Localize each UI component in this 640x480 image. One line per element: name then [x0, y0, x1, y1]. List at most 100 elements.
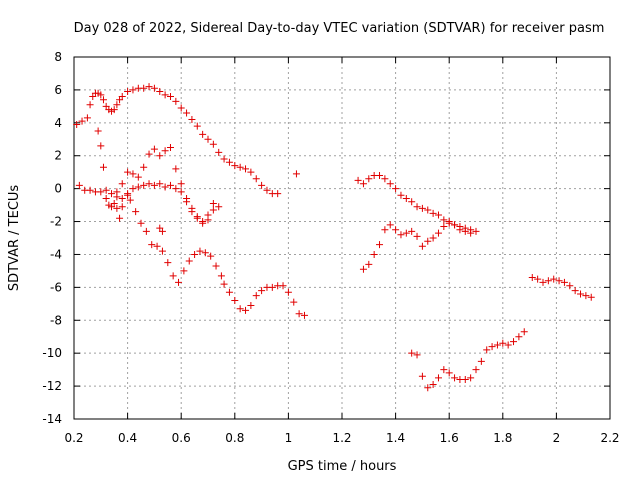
data-point: [381, 175, 389, 183]
y-tick-label: 4: [54, 116, 62, 130]
y-tick-label: -14: [42, 412, 62, 426]
y-tick-label: -2: [50, 215, 62, 229]
data-point: [175, 278, 183, 286]
data-point: [252, 175, 260, 183]
data-point: [134, 173, 142, 181]
y-tick-label: -4: [50, 247, 62, 261]
data-point: [242, 306, 250, 314]
data-point: [145, 150, 153, 158]
data-point: [183, 198, 191, 206]
data-point: [153, 242, 161, 250]
data-point: [520, 328, 528, 336]
data-point: [493, 341, 501, 349]
x-tick-label: 1.2: [332, 431, 351, 445]
data-point: [429, 209, 437, 217]
data-point: [279, 282, 287, 290]
data-point: [284, 288, 292, 296]
data-point: [587, 293, 595, 301]
data-point: [209, 206, 217, 214]
data-point: [483, 346, 491, 354]
data-point: [566, 282, 574, 290]
data-point: [504, 341, 512, 349]
data-point: [196, 247, 204, 255]
data-point: [408, 227, 416, 235]
data-point: [75, 181, 83, 189]
data-point: [166, 92, 174, 100]
data-point: [290, 298, 298, 306]
data-point: [140, 181, 148, 189]
data-point: [413, 203, 421, 211]
data-point: [274, 190, 282, 198]
y-tick-label: -12: [42, 379, 62, 393]
data-point: [129, 185, 137, 193]
y-axis-title: SDTVAR / TECUs: [7, 185, 22, 292]
data-point: [113, 204, 121, 212]
data-point: [451, 221, 459, 229]
data-point: [118, 92, 126, 100]
x-tick-label: 0.6: [172, 431, 191, 445]
data-point: [129, 170, 137, 178]
data-point: [258, 181, 266, 189]
data-point: [424, 206, 432, 214]
data-point: [207, 252, 215, 260]
data-point: [544, 277, 552, 285]
data-point: [215, 203, 223, 211]
data-point: [231, 162, 239, 170]
data-point: [150, 181, 158, 189]
x-tick-label: 0.8: [225, 431, 244, 445]
data-point: [129, 86, 137, 94]
data-point: [156, 88, 164, 96]
data-point: [392, 226, 400, 234]
data-point: [582, 292, 590, 300]
data-point: [118, 195, 126, 203]
data-point: [242, 165, 250, 173]
chart-title: Day 028 of 2022, Sidereal Day-to-day VTE…: [74, 21, 605, 36]
data-point: [225, 158, 233, 166]
data-point: [204, 216, 212, 224]
data-point: [124, 168, 132, 176]
data-point: [247, 301, 255, 309]
data-point: [445, 369, 453, 377]
data-point: [116, 214, 124, 222]
data-point: [134, 183, 142, 191]
data-point: [191, 250, 199, 258]
x-axis-title: GPS time / hours: [288, 459, 397, 474]
data-point: [550, 275, 558, 283]
y-tick-label: -6: [50, 280, 62, 294]
data-point: [571, 287, 579, 295]
data-point: [140, 84, 148, 92]
x-tick-label: 0.4: [118, 431, 137, 445]
data-points: [73, 83, 595, 392]
data-point: [83, 114, 91, 122]
data-point: [292, 170, 300, 178]
data-point: [97, 91, 105, 99]
data-point: [209, 140, 217, 148]
data-point: [413, 232, 421, 240]
data-point: [161, 147, 169, 155]
data-point: [381, 226, 389, 234]
data-point: [424, 237, 432, 245]
y-tick-label: 2: [54, 149, 62, 163]
data-point: [126, 196, 134, 204]
data-point: [201, 249, 209, 257]
data-point: [142, 227, 150, 235]
data-point: [132, 208, 140, 216]
x-tick-label: 2.2: [600, 431, 619, 445]
data-point: [177, 180, 185, 188]
data-point: [193, 122, 201, 130]
data-point: [225, 288, 233, 296]
data-point: [461, 227, 469, 235]
data-point: [124, 88, 132, 96]
data-point: [451, 374, 459, 382]
data-point: [370, 250, 378, 258]
data-point: [236, 305, 244, 313]
data-point: [177, 104, 185, 112]
data-point: [110, 199, 118, 207]
data-point: [386, 221, 394, 229]
x-tick-label: 2: [553, 431, 561, 445]
data-point: [365, 175, 373, 183]
data-point: [97, 142, 105, 150]
data-point: [560, 278, 568, 286]
data-point: [215, 148, 223, 156]
data-point: [193, 214, 201, 222]
